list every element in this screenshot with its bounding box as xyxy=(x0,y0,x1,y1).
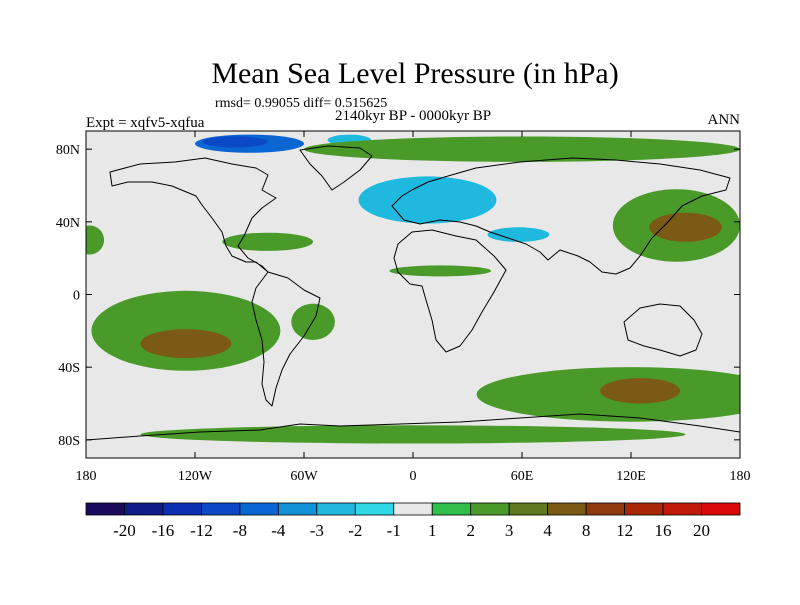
colorbar-label: 2 xyxy=(466,521,475,540)
y-tick-label: 40N xyxy=(56,216,80,231)
colorbar-swatch xyxy=(162,502,202,516)
anomaly-regions xyxy=(86,134,740,444)
colorbar-label: -20 xyxy=(113,521,136,540)
colorbar-swatch xyxy=(508,502,549,516)
colorbar-label: -8 xyxy=(233,521,247,540)
colorbar-swatch xyxy=(585,502,625,516)
region-arctic-canada-core xyxy=(202,136,268,148)
colorbar-label: -4 xyxy=(271,521,286,540)
colorbar-label: 8 xyxy=(582,521,591,540)
colorbar-swatch xyxy=(239,502,279,516)
x-tick-label: 0 xyxy=(410,469,417,484)
coastline-antarctica xyxy=(86,413,740,441)
colorbar-swatch xyxy=(393,502,433,516)
y-tick-label: 0 xyxy=(73,289,80,304)
colorbar-swatch xyxy=(277,502,318,516)
colorbar-swatch xyxy=(547,502,587,516)
x-tick-label: 120E xyxy=(616,469,646,484)
x-tick-label: 60E xyxy=(511,469,534,484)
colorbar-swatch xyxy=(124,502,164,516)
colorbar-swatch xyxy=(431,502,472,516)
coastline-eurasia xyxy=(391,157,731,275)
colorbar-swatch xyxy=(316,502,356,516)
region-north-pacific-core xyxy=(649,212,722,242)
experiment-label: Expt = xqfv5-xqfua xyxy=(86,115,205,131)
y-tick-label: 40S xyxy=(58,361,80,376)
colorbar-label: 4 xyxy=(543,521,552,540)
colorbar-label: -3 xyxy=(310,521,324,540)
region-gulf-positive xyxy=(222,232,314,251)
colorbar-swatch xyxy=(470,502,510,516)
colorbar-label: 16 xyxy=(655,521,672,540)
colorbar-label: 1 xyxy=(428,521,437,540)
coastline-australia xyxy=(623,303,703,357)
colorbar-swatch xyxy=(354,502,395,516)
period-label: 2140kyr BP - 0000kyr BP xyxy=(335,108,491,124)
season-label: ANN xyxy=(708,112,741,128)
x-tick-label: 180 xyxy=(730,469,751,484)
colorbar-label: -16 xyxy=(152,521,175,540)
x-tick-label: 60W xyxy=(290,469,318,484)
colorbar-label: -1 xyxy=(387,521,401,540)
colorbar-label: -12 xyxy=(190,521,213,540)
colorbar-swatch xyxy=(624,502,664,516)
y-axis: 80N 40N 0 40S 80S xyxy=(56,143,740,449)
region-south-pacific-core xyxy=(140,329,232,359)
coastlines xyxy=(86,145,740,441)
colorbar: -20 -16 -12 -8 -4 -3 -2 -1 1 2 3 4 8 12 16 20 xyxy=(85,502,741,540)
colorbar-swatch xyxy=(662,502,702,516)
coastline-greenland xyxy=(299,145,373,191)
colorbar-label: 12 xyxy=(616,521,633,540)
y-tick-label: 80N xyxy=(56,143,80,158)
colorbar-swatch xyxy=(201,502,241,516)
map-plot-area xyxy=(86,131,740,458)
region-arctic-positive xyxy=(304,136,740,162)
region-europe-negative xyxy=(358,176,497,224)
coastline-africa xyxy=(393,229,507,353)
stats-line: rmsd= 0.99055 diff= 0.515625 xyxy=(215,96,387,111)
region-sahel-positive xyxy=(389,265,492,277)
chart-title: Mean Sea Level Pressure (in hPa) xyxy=(211,57,618,90)
x-axis: 180 120W 60W 0 60E 120E 180 xyxy=(76,131,751,484)
coastline-south-america xyxy=(251,271,321,407)
colorbar-label: -2 xyxy=(348,521,362,540)
region-antarctic-positive xyxy=(140,425,686,444)
region-southern-ocean-core xyxy=(600,378,681,404)
y-tick-label: 80S xyxy=(58,434,80,449)
coastline-north-america xyxy=(109,157,277,273)
colorbar-swatch xyxy=(85,502,125,516)
region-west-pacific-positive xyxy=(86,225,105,255)
x-tick-label: 120W xyxy=(178,469,213,484)
colorbar-label: 20 xyxy=(693,521,710,540)
region-asia-negative xyxy=(487,227,550,242)
colorbar-label: 3 xyxy=(505,521,514,540)
colorbar-swatch xyxy=(701,502,741,516)
x-tick-label: 180 xyxy=(76,469,97,484)
